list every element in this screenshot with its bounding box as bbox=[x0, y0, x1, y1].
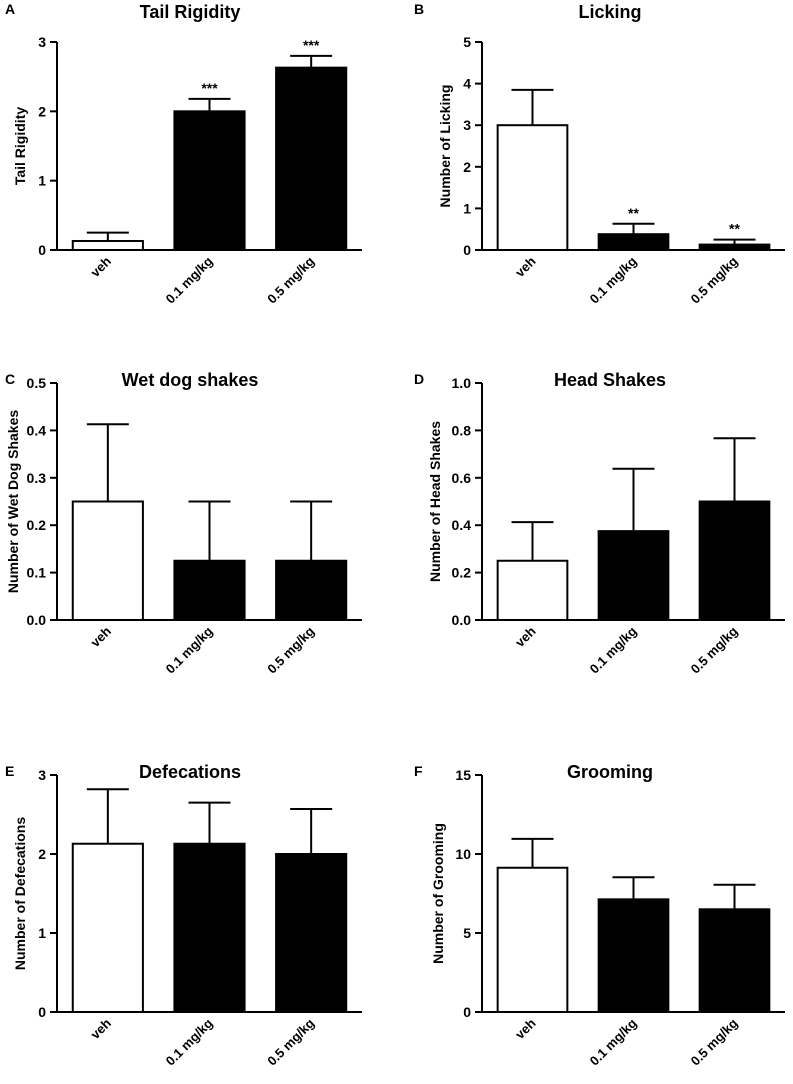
bar-3 bbox=[275, 66, 348, 251]
y-tick-label: 0.1 bbox=[27, 565, 47, 581]
panel-title: Tail Rigidity bbox=[140, 2, 241, 22]
x-category-label: veh bbox=[88, 253, 114, 279]
panel-c: C Wet dog shakes 0.0 0.1 0.2 0.3 0.4 0.5 Number … bbox=[5, 370, 362, 677]
panel-d: D Head Shakes 0.0 0.2 0.4 0.6 0.8 1.0 Number of … bbox=[414, 370, 785, 677]
y-tick-label: 3 bbox=[463, 117, 471, 133]
bar-3 bbox=[698, 500, 771, 621]
y-tick-label: 2 bbox=[38, 103, 46, 119]
y-tick-label: 4 bbox=[463, 76, 471, 92]
y-tick-label: 0 bbox=[38, 242, 46, 258]
y-tick-label: 0.4 bbox=[452, 517, 472, 533]
panel-title: Wet dog shakes bbox=[122, 370, 259, 390]
y-axis-label: Number of Wet Dog Shakes bbox=[5, 410, 21, 594]
panel-letter: D bbox=[414, 371, 424, 387]
panel-letter: B bbox=[414, 1, 424, 17]
x-category-label: 0.5 mg/kg bbox=[688, 1015, 741, 1068]
bar-2 bbox=[173, 110, 246, 252]
y-tick-label: 10 bbox=[455, 846, 471, 862]
panel-title: Defecations bbox=[139, 762, 241, 782]
significance-label: *** bbox=[201, 80, 218, 96]
panel-a: A Tail Rigidity 0 1 2 3 Tail Rigidity veh *** 0.1… bbox=[5, 1, 362, 307]
y-axis-label: Number of Grooming bbox=[430, 823, 446, 964]
y-tick-label: 1 bbox=[38, 173, 46, 189]
y-axis-label: Tail Rigidity bbox=[12, 107, 28, 186]
bar-1 bbox=[71, 500, 144, 621]
y-tick-label: 0.2 bbox=[27, 517, 47, 533]
y-tick-label: 0.3 bbox=[27, 470, 47, 486]
bar-1 bbox=[496, 866, 569, 1013]
bar-3 bbox=[275, 853, 348, 1013]
x-category-label: 0.5 mg/kg bbox=[688, 253, 741, 306]
y-tick-label: 1.0 bbox=[452, 375, 472, 391]
y-tick-label: 3 bbox=[38, 34, 46, 50]
y-axis-label: Number of Head Shakes bbox=[427, 421, 443, 582]
x-category-label: veh bbox=[512, 1015, 538, 1041]
bar-3 bbox=[275, 559, 348, 621]
x-category-label: 0.1 mg/kg bbox=[163, 623, 216, 676]
x-category-label: veh bbox=[88, 1015, 114, 1041]
y-tick-label: 0 bbox=[463, 1004, 471, 1020]
bar-1 bbox=[496, 124, 569, 251]
y-tick-label: 0 bbox=[463, 242, 471, 258]
y-axis-label: Number of Licking bbox=[437, 85, 453, 208]
bar-1 bbox=[496, 559, 569, 621]
y-tick-label: 0.0 bbox=[452, 612, 472, 628]
x-category-label: veh bbox=[512, 623, 538, 649]
panel-title: Licking bbox=[578, 2, 641, 22]
panel-title: Head Shakes bbox=[554, 370, 666, 390]
y-tick-label: 0.8 bbox=[452, 422, 472, 438]
bar-3 bbox=[698, 908, 771, 1013]
bar-1 bbox=[71, 842, 144, 1013]
bar-2 bbox=[173, 559, 246, 621]
panel-f: F Grooming 0 5 10 15 Number of Grooming veh 0.1 … bbox=[414, 762, 785, 1069]
significance-label: *** bbox=[303, 37, 320, 53]
panel-b: B Licking 0 1 2 3 4 5 Number of Licking veh ** 0.1 … bbox=[414, 1, 785, 307]
x-category-label: 0.1 mg/kg bbox=[587, 623, 640, 676]
x-category-label: 0.5 mg/kg bbox=[264, 623, 317, 676]
x-category-label: 0.1 mg/kg bbox=[587, 1015, 640, 1068]
y-tick-label: 0.6 bbox=[452, 470, 472, 486]
bar-2 bbox=[597, 898, 670, 1014]
y-tick-label: 3 bbox=[38, 767, 46, 783]
panel-letter: E bbox=[5, 763, 14, 779]
bar-2 bbox=[597, 233, 670, 252]
x-category-label: 0.5 mg/kg bbox=[264, 253, 317, 306]
x-category-label: 0.5 mg/kg bbox=[264, 1015, 317, 1068]
y-tick-label: 0.2 bbox=[452, 565, 472, 581]
bar-2 bbox=[173, 842, 246, 1013]
significance-label: ** bbox=[729, 221, 740, 237]
y-tick-label: 1 bbox=[463, 200, 471, 216]
x-category-label: 0.1 mg/kg bbox=[163, 253, 216, 306]
x-category-label: 0.1 mg/kg bbox=[163, 1015, 216, 1068]
y-tick-label: 5 bbox=[463, 925, 471, 941]
y-tick-label: 2 bbox=[463, 159, 471, 175]
panel-letter: A bbox=[5, 1, 15, 17]
y-tick-label: 0.0 bbox=[27, 612, 47, 628]
y-tick-label: 2 bbox=[38, 846, 46, 862]
x-category-label: 0.1 mg/kg bbox=[587, 253, 640, 306]
panel-letter: C bbox=[5, 371, 15, 387]
significance-label: ** bbox=[628, 205, 639, 221]
x-category-label: veh bbox=[512, 253, 538, 279]
y-axis-label: Number of Defecations bbox=[12, 817, 28, 970]
bar-2 bbox=[597, 530, 670, 621]
y-tick-label: 0.4 bbox=[27, 422, 47, 438]
y-tick-label: 5 bbox=[463, 34, 471, 50]
panel-title: Grooming bbox=[567, 762, 653, 782]
panel-e: E Defecations 0 1 2 3 Number of Defecations veh… bbox=[5, 762, 362, 1069]
x-category-label: 0.5 mg/kg bbox=[688, 623, 741, 676]
bar-1 bbox=[71, 239, 144, 251]
y-tick-label: 0 bbox=[38, 1004, 46, 1020]
y-tick-label: 0.5 bbox=[27, 375, 47, 391]
bar-3 bbox=[698, 243, 771, 251]
panel-letter: F bbox=[414, 763, 423, 779]
x-category-label: veh bbox=[88, 623, 114, 649]
y-tick-label: 1 bbox=[38, 925, 46, 941]
y-tick-label: 15 bbox=[455, 767, 471, 783]
